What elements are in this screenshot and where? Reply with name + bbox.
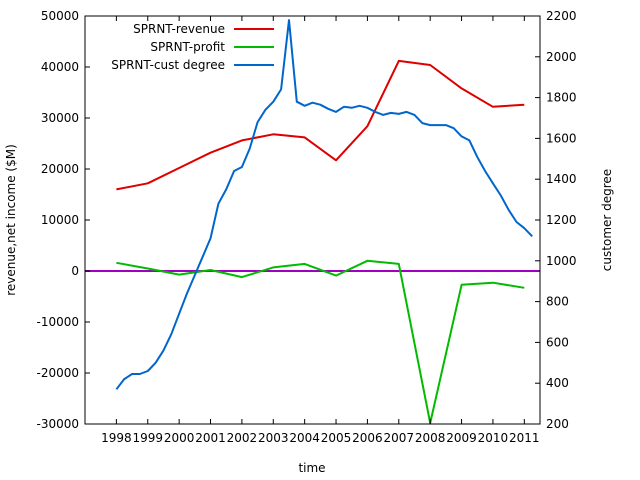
series-line-sprnt-profit <box>116 259 525 424</box>
x-tick-label: 2011 <box>509 431 540 445</box>
legend: SPRNT-revenue SPRNT-profit SPRNT-cust degr… <box>111 22 274 72</box>
legend-label: SPRNT-cust degree <box>111 58 225 72</box>
y2-tick-label: 1000 <box>546 254 577 268</box>
legend-label: SPRNT-revenue <box>133 22 225 36</box>
x-tick-label: 2004 <box>289 431 320 445</box>
series-line-sprnt-revenue <box>116 59 525 191</box>
x-tick-label: 2001 <box>195 431 226 445</box>
x-tick-label: 2007 <box>384 431 415 445</box>
x-tick-label: 2008 <box>415 431 446 445</box>
y-tick-label: -20000 <box>36 366 79 380</box>
y-tick-label: 0 <box>71 264 79 278</box>
plot-frame <box>84 15 541 425</box>
y-tick-label: 10000 <box>41 213 79 227</box>
y-tick-label: 30000 <box>41 111 79 125</box>
y2-tick-label: 2200 <box>546 9 577 23</box>
x-tick-label: 2010 <box>478 431 509 445</box>
legend-label: SPRNT-profit <box>150 40 225 54</box>
y2-tick-label: 2000 <box>546 50 577 64</box>
y2-axis-title: customer degree <box>600 169 614 271</box>
y2-tick-label: 600 <box>546 335 569 349</box>
series-layer <box>115 19 533 424</box>
x-tick-label: 2006 <box>352 431 383 445</box>
x-tick-label: 2003 <box>258 431 289 445</box>
x-tick-label: 2005 <box>321 431 352 445</box>
y-tick-label: 50000 <box>41 9 79 23</box>
y-axis-title: revenue,net income ($M) <box>4 144 18 296</box>
y-tick-label: -10000 <box>36 315 79 329</box>
y2-tick-label: 1400 <box>546 172 577 186</box>
y-tick-label: 40000 <box>41 60 79 74</box>
y2-tick-label: 1800 <box>546 91 577 105</box>
y2-tick-label: 1200 <box>546 213 577 227</box>
x-tick-label: 2009 <box>446 431 477 445</box>
series-line-sprnt-cust-degree <box>115 19 533 390</box>
x-tick-label: 2002 <box>227 431 258 445</box>
x-tick-label: 1998 <box>101 431 132 445</box>
y2-tick-label: 200 <box>546 417 569 431</box>
y2-tick-label: 400 <box>546 376 569 390</box>
y-tick-label: -30000 <box>36 417 79 431</box>
x-axis-title: time <box>298 461 325 475</box>
x-tick-label: 1999 <box>132 431 163 445</box>
y2-tick-label: 800 <box>546 295 569 309</box>
x-tick-label: 2000 <box>164 431 195 445</box>
y2-tick-label: 1600 <box>546 131 577 145</box>
y-tick-label: 20000 <box>41 162 79 176</box>
axes-layer: 1998 1999 2000 2001 2002 2003 2004 2005 2006 2007… <box>36 9 576 445</box>
